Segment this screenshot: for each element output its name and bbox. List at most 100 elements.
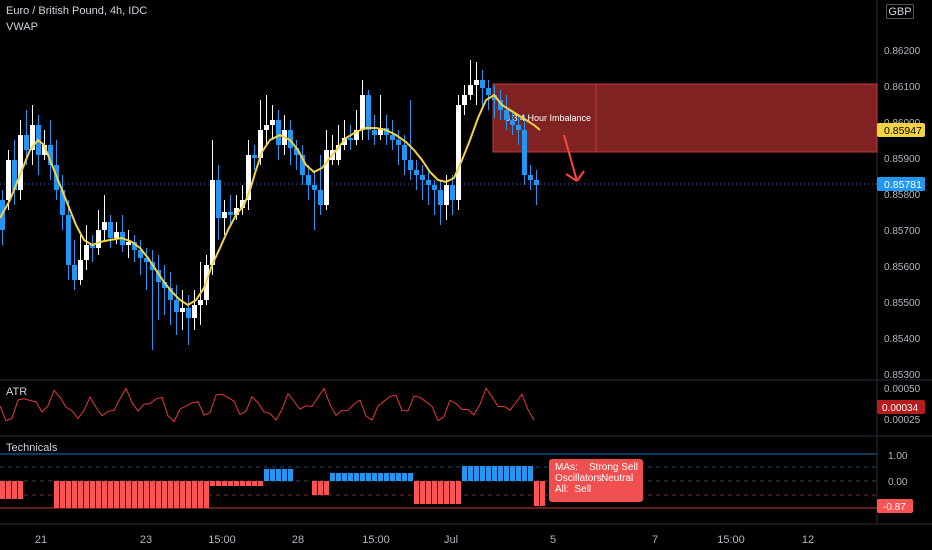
time-tick: 12 (802, 534, 814, 546)
tech-bar (264, 469, 269, 481)
candle-body (534, 180, 539, 185)
candle-body (342, 138, 347, 145)
tech-bar (96, 481, 101, 508)
candle-body (486, 88, 491, 95)
tech-bar (432, 481, 437, 504)
candle-body (168, 288, 173, 300)
candle-body (318, 190, 323, 205)
time-tick: 5 (550, 534, 556, 546)
candle-body (306, 175, 311, 185)
technicals-legend[interactable]: Technicals (6, 442, 58, 454)
tech-bar (108, 481, 113, 508)
imbalance-label: 8.3.4 Hour Imbalance (505, 113, 591, 123)
tech-bar (246, 481, 251, 486)
time-tick: Jul (444, 534, 458, 546)
candle-body (432, 185, 437, 190)
currency-button[interactable]: GBP (886, 4, 914, 19)
tech-bar (132, 481, 137, 508)
tech-bar (534, 481, 539, 506)
tech-bar (372, 473, 377, 481)
price-tick: 0.85900 (884, 154, 921, 165)
candle-body (420, 175, 425, 180)
candle-body (66, 215, 71, 265)
candle-body (72, 265, 77, 280)
candle-body (246, 155, 251, 200)
candle-body (48, 145, 53, 165)
vwap-legend[interactable]: VWAP (6, 21, 38, 33)
candle-body (186, 308, 191, 318)
price-tick: 0.85400 (884, 334, 921, 345)
current-price-tag-bg (877, 177, 925, 191)
down-arrow-annotation[interactable] (563, 134, 585, 182)
candle-body (264, 125, 269, 130)
tech-bar (522, 466, 527, 481)
time-tick: 23 (140, 534, 152, 546)
candle-body (324, 150, 329, 205)
tech-bar (480, 466, 485, 481)
candle-body (126, 242, 131, 245)
candle-body (402, 145, 407, 160)
symbol-title[interactable]: Euro / British Pound, 4h, IDC (6, 5, 148, 17)
tech-bar (420, 481, 425, 504)
candle-body (294, 148, 299, 155)
candle-body (372, 130, 377, 135)
candle-body (12, 160, 17, 190)
candle-body (108, 222, 113, 238)
tech-value-tag: -0.87 (883, 502, 906, 513)
tech-tick-high: 1.00 (888, 451, 908, 462)
candle-body (360, 95, 365, 130)
tech-bar (18, 481, 23, 499)
time-tick: 28 (292, 534, 304, 546)
candle-body (96, 230, 101, 248)
candle-body (42, 145, 47, 155)
tech-bar (192, 481, 197, 508)
time-axis[interactable]: 21 23 15:00 28 15:00 Jul 5 7 15:00 12 (35, 534, 814, 546)
tech-bar (252, 481, 257, 486)
candles (0, 60, 539, 350)
tech-bar (324, 481, 329, 495)
tech-bar (6, 481, 11, 499)
tech-value-tag-bg (877, 499, 913, 513)
candle-body (252, 155, 257, 158)
time-tick: 21 (35, 534, 47, 546)
tech-bar (516, 466, 521, 481)
candle-body (354, 130, 359, 140)
candle-body (270, 120, 275, 125)
tech-bar (138, 481, 143, 508)
tech-bar (456, 481, 461, 504)
tech-bar (396, 473, 401, 481)
tech-bar (270, 469, 275, 481)
tech-bar (72, 481, 77, 508)
price-axis[interactable]: 0.862000.861000.860000.859000.858000.857… (884, 46, 921, 417)
tech-bar (318, 481, 323, 495)
tech-bar (198, 481, 203, 508)
tech-bar (90, 481, 95, 508)
tech-bar (462, 466, 467, 481)
price-tick: 0.85700 (884, 226, 921, 237)
tech-bar (180, 481, 185, 508)
tech-bar (414, 481, 419, 504)
candle-body (390, 135, 395, 140)
atr-legend[interactable]: ATR (6, 386, 28, 398)
tech-bar (54, 481, 59, 508)
candle-body (132, 242, 137, 250)
tech-bar (66, 481, 71, 508)
candle-body (378, 128, 383, 135)
candle-body (240, 200, 245, 208)
candle-body (228, 212, 233, 215)
tech-bar (282, 469, 287, 481)
tech-bar (12, 481, 17, 499)
time-tick: 15:00 (362, 534, 390, 546)
imbalance-zone[interactable] (492, 83, 878, 153)
candle-body (426, 180, 431, 185)
candle-body (456, 105, 461, 200)
candle-body (366, 95, 371, 130)
tech-bar (444, 481, 449, 504)
tech-bar (78, 481, 83, 508)
tech-bar (336, 473, 341, 481)
candle-body (192, 305, 197, 318)
tech-bar (450, 481, 455, 504)
tech-bar (354, 473, 359, 481)
candle-body (174, 300, 179, 312)
